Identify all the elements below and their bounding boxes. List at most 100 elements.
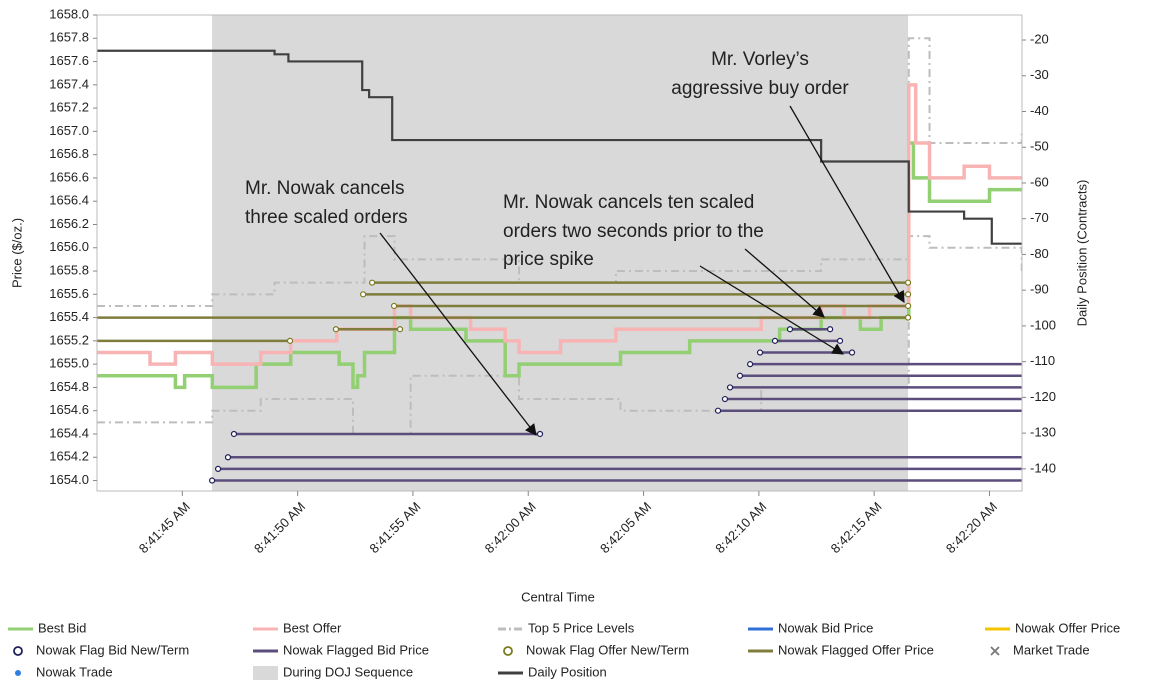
y-tick-label: 1655.8 [49,262,89,277]
annotation-text: Mr. Vorley’s [711,49,809,70]
x-tick-label: 8:41:45 AM [136,499,193,556]
legend-label: Daily Position [528,664,607,679]
legend-label: Nowak Flagged Offer Price [778,642,934,657]
annotation: Mr. Nowak cancels ten scaled orders two … [503,192,844,355]
annotation: Mr. Nowak cancels three scaled orders [245,178,537,436]
y2-tick-label: -110 [1030,353,1055,368]
order-marker [536,430,544,438]
x-tick-label: 8:42:00 AM [482,499,539,556]
y-tick-label: 1654.4 [49,425,89,440]
order-marker [230,430,238,438]
order-marker [390,302,398,310]
y-tick-label: 1656.0 [49,239,89,254]
legend-label: Best Bid [38,620,86,635]
y-tick-label: 1658.0 [49,6,89,21]
legend-label: Top 5 Price Levels [528,620,635,635]
x-tick-label: 8:42:10 AM [712,499,769,556]
legend-label: Nowak Trade [36,664,113,679]
order-marker [208,477,216,484]
annotation-text: Mr. Nowak cancels ten scaled [503,192,754,213]
annotation-arrow [744,248,825,318]
y2-tick-label: -40 [1030,103,1049,118]
y2-tick-label: -30 [1030,67,1049,82]
legend: Best Bid Best Offer Top 5 Price Levels Nowa… [8,620,1120,680]
x-tick-label: 8:41:50 AM [251,499,308,556]
y-tick-label: 1654.8 [49,379,89,394]
annotation-text: aggressive buy order [671,78,849,99]
y2-tick-label: -70 [1030,210,1049,225]
legend-label: Nowak Offer Price [1015,620,1120,635]
y-tick-label: 1656.6 [49,169,89,184]
y-tick-label: 1655.0 [49,356,89,371]
step-line [97,49,1022,245]
y-tick-label: 1657.6 [49,53,89,68]
order-marker [286,337,294,344]
x-axis-label: Central Time [521,589,595,604]
y-axis-label: Price ($/oz.) [9,218,24,288]
y-tick-label: 1656.2 [49,216,89,231]
order-marker [736,372,744,379]
plot-area [97,15,1022,491]
order-marker [756,349,764,356]
step-line [97,83,1022,366]
annotation-arrow [699,265,844,355]
order-marker [369,279,376,286]
order-marker [714,407,722,414]
price-level-line [97,235,1022,435]
y-tick-label: 1654.6 [49,402,89,417]
order-marker [786,326,794,333]
annotation: Mr. Vorley’s aggressive buy order [671,49,905,304]
legend-label: Nowak Bid Price [778,620,873,635]
annotation-text: orders two seconds prior to the [503,221,764,242]
legend-swatch [15,670,21,676]
x-tick-label: 8:42:05 AM [597,499,654,556]
annotation-text: price spike [503,249,594,270]
legend-label: Best Offer [283,620,342,635]
annotation-text: Mr. Nowak cancels [245,178,404,199]
y2-tick-label: -130 [1030,425,1056,440]
legend-label: Market Trade [1013,642,1090,657]
x-tick-label: 8:41:55 AM [366,499,423,556]
y-tick-label: 1657.4 [49,76,89,91]
price-level-line [97,37,1022,307]
annotation-arrow [789,105,905,304]
y-tick-label: 1655.6 [49,286,89,301]
y-tick-label: 1655.2 [49,332,89,347]
y-tick-label: 1657.0 [49,123,89,138]
y2-axis-label: Daily Position (Contracts) [1074,180,1089,327]
order-marker [904,291,912,298]
y-tick-label: 1654.2 [49,449,89,464]
legend-swatch [253,666,278,680]
y-tick-label: 1656.4 [49,193,89,208]
legend-label: Nowak Flagged Bid Price [283,642,429,657]
legend-label: Nowak Flag Offer New/Term [526,642,689,657]
legend-swatch [503,646,513,656]
y2-tick-label: -90 [1030,282,1049,297]
y-tick-label: 1657.8 [49,30,89,45]
order-marker [827,326,834,333]
order-marker [836,337,844,344]
x-tick-label: 8:42:15 AM [828,499,885,556]
order-marker [904,279,912,286]
order-marker [332,326,340,333]
order-marker [848,349,856,356]
legend-swatch [13,646,23,656]
y2-tick-label: -140 [1030,460,1056,475]
y-tick-label: 1655.4 [49,309,89,324]
order-marker [771,337,779,344]
y2-tick-label: -50 [1030,139,1049,154]
order-marker [747,361,754,368]
y2-tick-label: -60 [1030,174,1049,189]
order-marker [726,384,734,391]
y-tick-label: 1654.0 [49,472,89,487]
order-marker [721,395,729,403]
order-marker [396,326,404,333]
legend-label: Nowak Flag Bid New/Term [36,642,189,657]
order-marker [904,314,912,321]
y2-tick-label: -120 [1030,389,1056,404]
y-tick-label: 1656.8 [49,146,89,161]
order-marker [360,291,367,298]
legend-label: During DOJ Sequence [283,664,413,679]
y2-tick-label: -20 [1030,31,1049,46]
